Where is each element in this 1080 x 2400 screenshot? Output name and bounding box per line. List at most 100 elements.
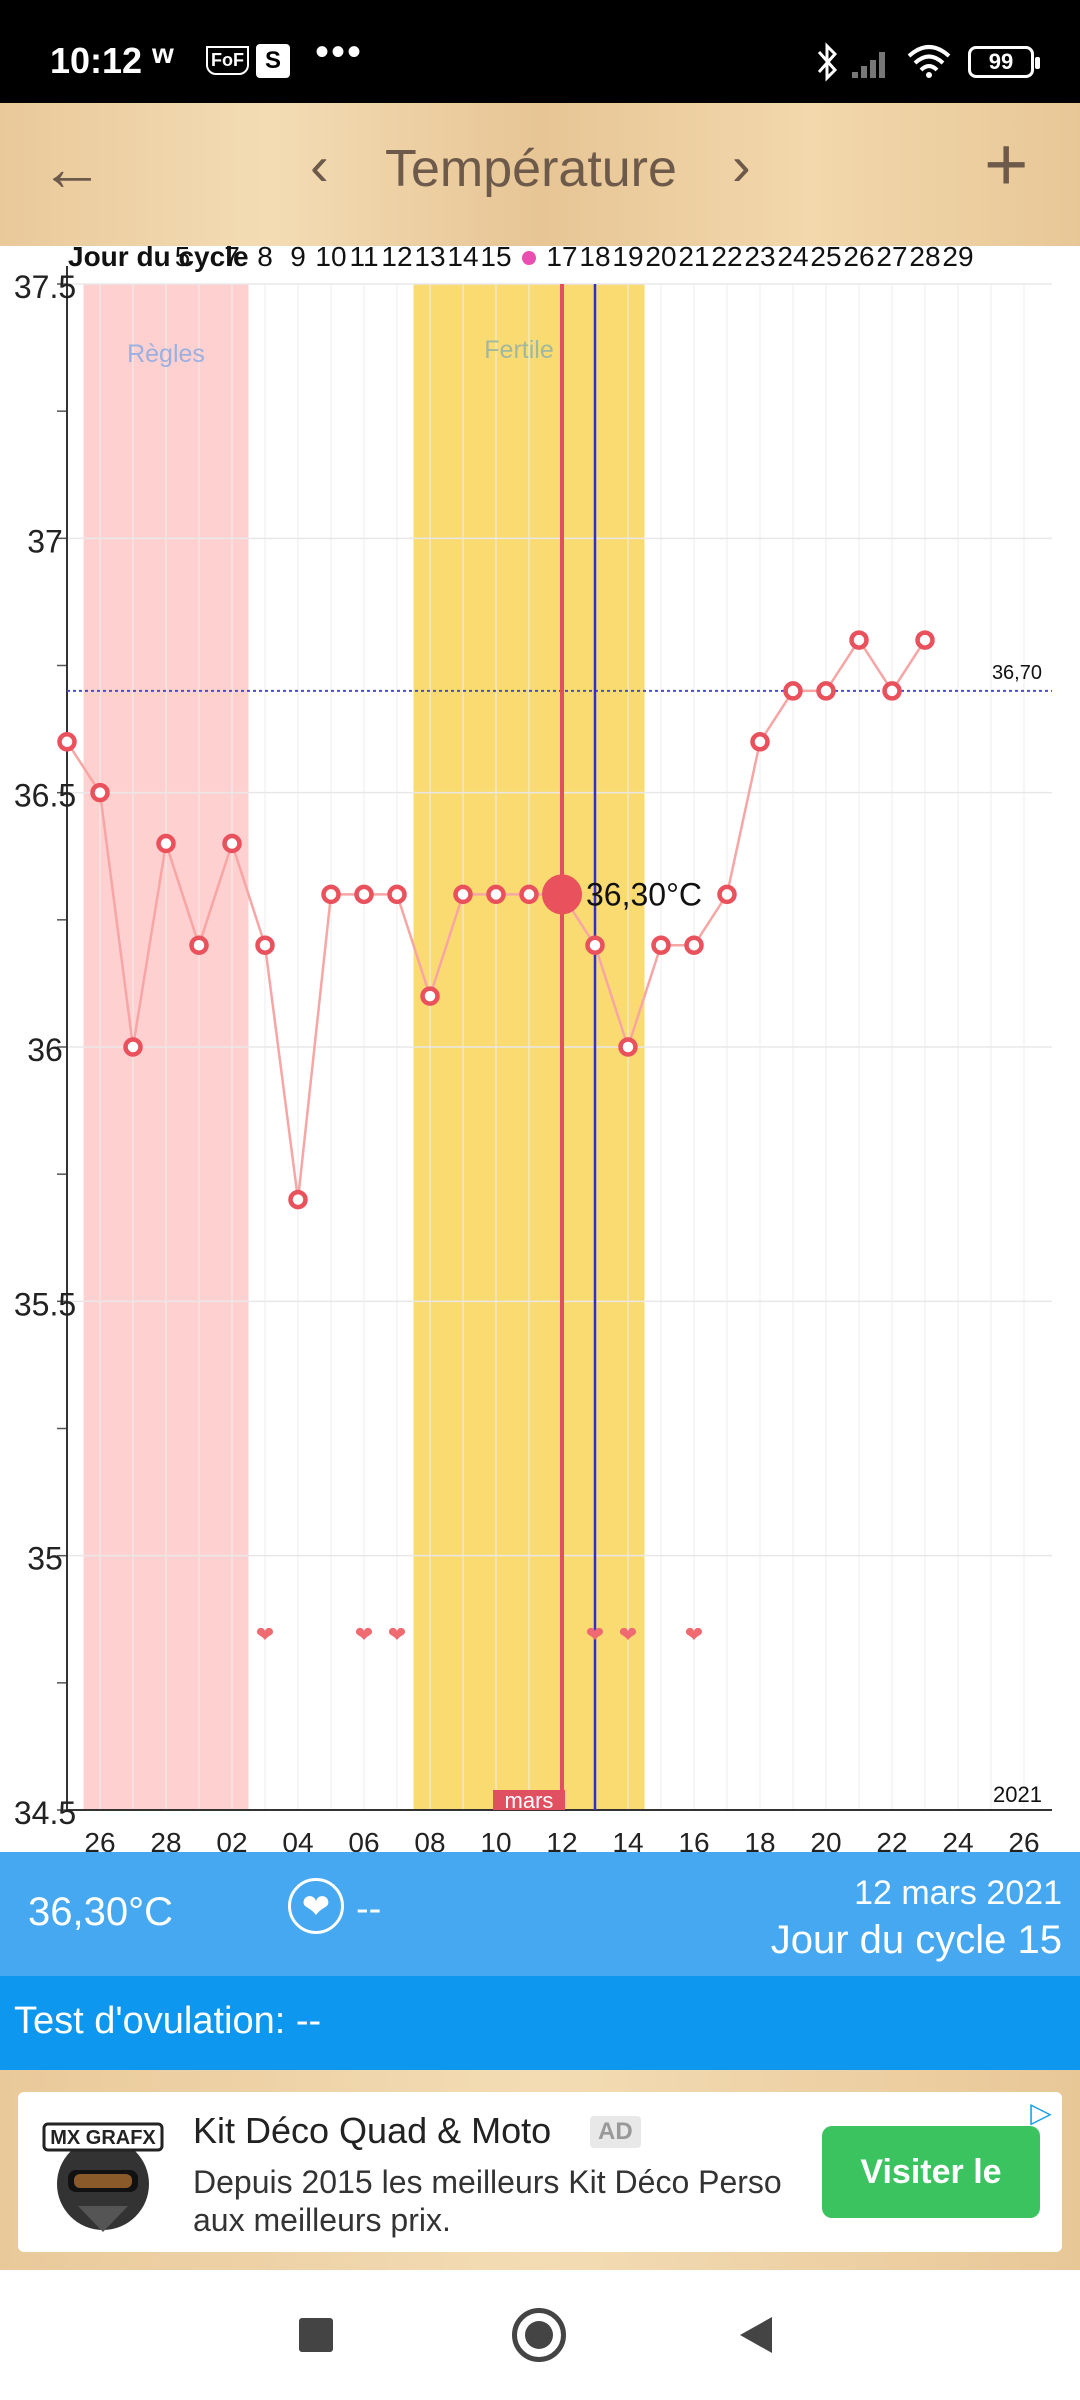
data-point <box>618 1037 638 1057</box>
y-tick-label: 36.5 <box>14 778 76 814</box>
selected-data-point <box>542 874 582 915</box>
system-navigation-bar <box>0 2270 1080 2400</box>
ad-container: MX GRAFX Kit Déco Quad & Moto AD Depuis … <box>0 2070 1080 2270</box>
data-point <box>750 732 770 752</box>
w-app-icon: w <box>152 38 174 69</box>
ad-visit-button[interactable]: Visiter le <box>822 2126 1040 2218</box>
page-title: Température <box>385 140 677 198</box>
selected-point-label: 36,30°C <box>586 876 702 912</box>
data-point <box>816 681 836 701</box>
back-button-icon[interactable] <box>740 2317 772 2353</box>
data-point <box>222 833 242 854</box>
status-time: 10:12 <box>50 40 143 81</box>
top-tick-label: 18 <box>579 246 610 272</box>
temperature-chart[interactable]: Règles Fertile 37.5 37 36.5 36 35.5 35 34.5 Jour … <box>0 246 1080 1852</box>
top-tick-label: 19 <box>612 246 643 272</box>
data-point <box>849 630 869 650</box>
top-tick-label: 5 <box>175 246 191 272</box>
top-tick-label: 14 <box>447 246 478 272</box>
ad-title[interactable]: Kit Déco Quad & Moto <box>193 2110 552 2151</box>
intercourse-value: -- <box>356 1888 382 1930</box>
year-label: 2021 <box>993 1782 1042 1807</box>
data-point <box>717 884 737 905</box>
ovulation-test-row[interactable]: Test d'ovulation: -- <box>0 1976 1080 2070</box>
data-point <box>882 681 902 701</box>
recents-button-icon[interactable] <box>299 2318 333 2352</box>
top-tick-label: 23 <box>744 246 775 272</box>
intercourse-heart-icon: ❤ <box>619 1622 637 1647</box>
ad-logo-helmet-icon: MX GRAFX <box>42 2122 164 2232</box>
x-tick-label: 26 <box>1008 1827 1039 1852</box>
x-tick-label: 10 <box>480 1827 511 1852</box>
x-tick-label: 08 <box>414 1827 445 1852</box>
top-tick-label: 21 <box>678 246 709 272</box>
y-tick-label: 36 <box>27 1032 63 1068</box>
top-tick-label: 29 <box>942 246 973 272</box>
data-point <box>123 1037 143 1057</box>
x-tick-label: 16 <box>678 1827 709 1852</box>
data-point <box>90 782 110 803</box>
top-tick-label: 12 <box>381 246 412 272</box>
ovulation-test-label: Test d'ovulation: -- <box>14 2000 322 2042</box>
y-tick-label: 35 <box>27 1541 63 1577</box>
intercourse-heart-icon: ❤ <box>685 1622 703 1647</box>
data-point <box>57 732 77 752</box>
top-tick-label: 13 <box>414 246 445 272</box>
adchoices-icon[interactable]: ▷ <box>1030 2097 1052 2128</box>
x-tick-label: 18 <box>744 1827 775 1852</box>
heart-icon[interactable]: ❤ <box>288 1878 344 1934</box>
app-toolbar: ← ‹ Température › + <box>0 103 1080 246</box>
intercourse-heart-icon: ❤ <box>355 1622 373 1647</box>
data-point <box>684 935 704 956</box>
top-tick-label: 20 <box>645 246 676 272</box>
month-label-background <box>493 1790 565 1810</box>
top-tick-label: 8 <box>257 246 273 272</box>
ovulation-marker-icon <box>522 251 536 265</box>
top-tick-label: 24 <box>777 246 808 272</box>
top-tick-label: 22 <box>711 246 742 272</box>
data-point <box>420 986 440 1006</box>
coverline-label: 36,70 <box>992 662 1042 684</box>
x-tick-label: 26 <box>84 1827 115 1852</box>
ad-description-line2: aux meilleurs prix. <box>193 2202 451 2238</box>
ad-banner[interactable]: MX GRAFX Kit Déco Quad & Moto AD Depuis … <box>18 2092 1062 2252</box>
top-tick-label: 7 <box>224 246 240 272</box>
intercourse-heart-icon: ❤ <box>388 1622 406 1647</box>
top-tick-label: 17 <box>546 246 577 272</box>
x-tick-label: 02 <box>216 1827 247 1852</box>
selected-temperature: 36,30°C <box>28 1890 173 1934</box>
next-chevron-icon[interactable]: › <box>732 134 751 197</box>
data-point <box>486 884 506 905</box>
y-tick-label: 37.5 <box>14 269 76 305</box>
ad-description-line1: Depuis 2015 les meilleurs Kit Déco Perso <box>193 2164 782 2200</box>
selected-day-info: 36,30°C ❤ -- 12 mars 2021 Jour du cycle … <box>0 1852 1080 1976</box>
ad-logo-text: MX GRAFX <box>50 2127 156 2149</box>
y-tick-label: 35.5 <box>14 1286 76 1322</box>
data-point <box>783 681 803 701</box>
data-point <box>387 884 407 905</box>
y-tick-label: 37 <box>27 523 63 559</box>
data-point <box>453 884 473 905</box>
top-tick-label: 28 <box>909 246 940 272</box>
band-label: Fertile <box>484 336 553 364</box>
status-bar: 10:12 w FoF S ••• 99 <box>0 0 1080 103</box>
intercourse-heart-icon: ❤ <box>586 1622 604 1647</box>
home-button-icon[interactable] <box>512 2308 566 2362</box>
top-axis-label: Jour du cycle <box>68 246 249 272</box>
data-point <box>519 884 539 905</box>
intercourse-heart-icon: ❤ <box>256 1622 274 1647</box>
data-point <box>288 1189 308 1210</box>
y-tick-label: 34.5 <box>14 1795 76 1831</box>
add-icon[interactable]: + <box>984 122 1029 207</box>
back-arrow-icon[interactable]: ← <box>40 132 104 204</box>
previous-chevron-icon[interactable]: ‹ <box>310 134 329 197</box>
data-point <box>354 884 374 905</box>
top-tick-label: 25 <box>810 246 841 272</box>
data-point <box>156 833 176 854</box>
data-point <box>585 935 605 956</box>
battery-icon: 99 <box>968 46 1040 78</box>
x-tick-label: 20 <box>810 1827 841 1852</box>
month-label: mars <box>505 1788 554 1813</box>
top-tick-label: 11 <box>349 246 378 272</box>
top-tick-label: 9 <box>290 246 306 272</box>
